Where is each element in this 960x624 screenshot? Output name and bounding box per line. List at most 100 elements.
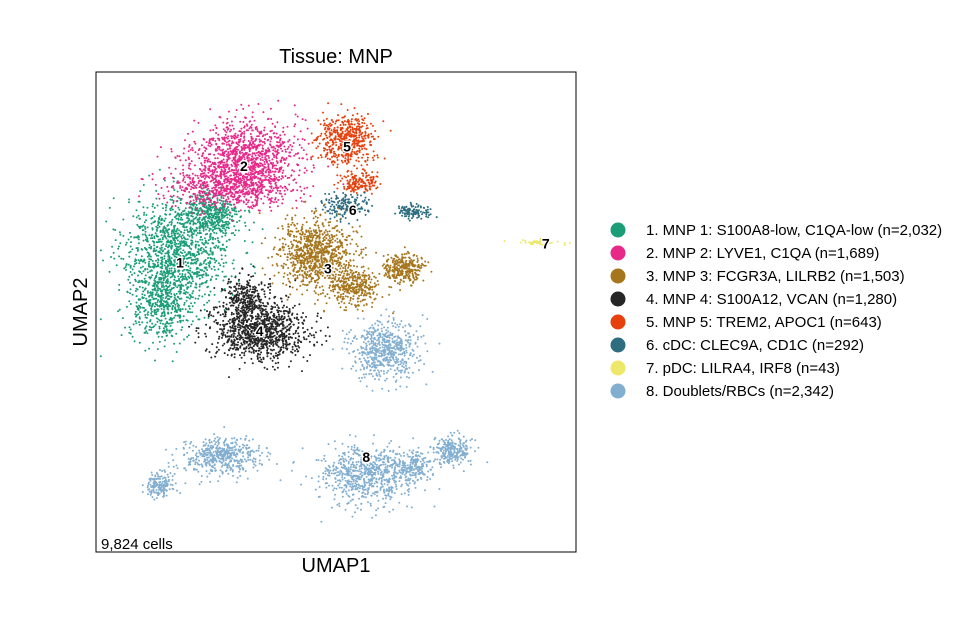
cell-point [270, 191, 273, 193]
cell-point [313, 247, 316, 250]
cell-point [340, 293, 342, 296]
cell-point [336, 297, 338, 300]
cell-point [135, 315, 137, 318]
cell-point [298, 157, 301, 160]
cell-point [176, 236, 179, 239]
cell-point [255, 164, 258, 167]
cell-point [304, 283, 306, 286]
cell-point [131, 273, 133, 276]
cell-point [128, 300, 131, 303]
cell-point [172, 176, 174, 179]
cell-point [337, 295, 340, 298]
cell-point [334, 273, 337, 276]
cell-point [212, 139, 214, 142]
cell-point [301, 293, 304, 296]
cell-point [191, 292, 194, 295]
cell-point [327, 165, 330, 168]
cell-point [174, 215, 177, 218]
cell-point [357, 297, 360, 300]
cell-point [321, 222, 324, 225]
cell-point [209, 260, 211, 263]
cell-point [281, 186, 284, 189]
cell-point [182, 152, 185, 155]
cell-point [145, 297, 148, 300]
cell-point [328, 286, 331, 289]
cell-point [224, 249, 227, 252]
cell-point [378, 272, 381, 275]
cell-point [260, 174, 263, 177]
cell-point [316, 270, 319, 273]
cell-point [336, 237, 339, 240]
cell-point [162, 277, 165, 280]
cell-point [213, 213, 216, 216]
cell-point [137, 313, 140, 316]
cell-point [340, 284, 343, 287]
cell-point [225, 261, 228, 264]
cell-point [347, 277, 350, 280]
cell-point [255, 152, 258, 154]
cell-point [212, 137, 215, 140]
cell-point [247, 190, 250, 193]
cell-point [314, 286, 317, 289]
cell-point [209, 238, 212, 240]
cell-point [251, 152, 254, 155]
cell-point [164, 288, 167, 291]
cell-point [220, 175, 223, 178]
cell-point [259, 162, 261, 165]
cell-point [203, 190, 206, 193]
cell-point [275, 192, 278, 194]
cell-point [185, 296, 188, 299]
cell-point [208, 253, 211, 256]
cell-point [235, 169, 238, 172]
cell-point [169, 209, 172, 212]
cell-point [219, 209, 222, 212]
cell-point [224, 209, 227, 212]
cell-point [218, 229, 221, 232]
cell-point [153, 206, 156, 209]
cell-point [289, 233, 292, 236]
cell-point [248, 193, 250, 195]
cell-point [257, 180, 260, 183]
cell-point [128, 275, 131, 278]
cell-point [164, 272, 167, 274]
cell-point [203, 303, 206, 306]
cell-point [208, 299, 210, 302]
cell-point [163, 312, 166, 315]
cell-point [165, 245, 168, 248]
cell-point [159, 240, 162, 243]
cell-point [212, 228, 215, 231]
cell-point [182, 244, 185, 247]
cell-point [201, 276, 204, 279]
cell-point [258, 186, 261, 189]
cell-point [184, 273, 187, 276]
cell-point [175, 299, 178, 302]
cell-point [177, 258, 180, 261]
cell-point [226, 196, 229, 198]
cell-point [356, 308, 359, 311]
cell-point [152, 203, 154, 206]
cell-point [183, 222, 186, 225]
cell-point [160, 307, 163, 310]
cell-point [183, 301, 186, 304]
cell-point [168, 228, 171, 231]
cell-point [161, 285, 163, 288]
cell-point [224, 133, 227, 136]
cell-point [246, 178, 249, 181]
cell-point [198, 198, 201, 201]
cell-point [305, 153, 308, 156]
cell-point [340, 228, 343, 231]
cell-point [339, 262, 342, 265]
cell-point [127, 263, 130, 266]
cell-point [266, 139, 269, 142]
cell-point [195, 184, 198, 187]
cell-point [178, 155, 181, 158]
cell-point [304, 268, 307, 271]
cell-point [318, 230, 321, 233]
cell-point [247, 154, 250, 157]
cell-point [138, 236, 140, 239]
cell-point [251, 165, 254, 168]
cell-point [176, 221, 179, 224]
cell-point [266, 196, 269, 199]
cell-point [160, 315, 163, 318]
cell-point [312, 217, 315, 220]
